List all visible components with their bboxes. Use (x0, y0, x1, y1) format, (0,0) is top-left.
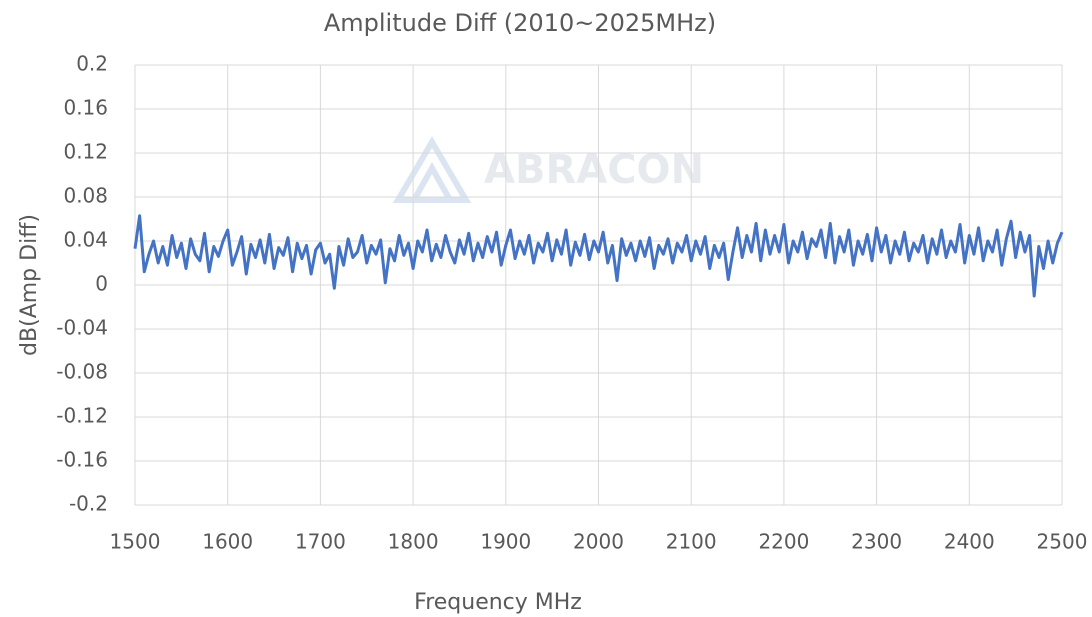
watermark: ABRACON (392, 136, 704, 203)
x-axis-label: Frequency MHz (414, 590, 582, 615)
x-tick-label: 2200 (758, 530, 809, 554)
x-tick-label: 1800 (388, 530, 439, 554)
y-tick-label: -0.04 (56, 316, 108, 340)
y-tick-label: 0.12 (63, 140, 108, 164)
y-tick-label: 0.16 (63, 96, 108, 120)
x-tick-label: 1600 (202, 530, 253, 554)
y-axis-label: dB(Amp Diff) (17, 214, 42, 356)
x-tick-label: 2500 (1037, 530, 1088, 554)
y-tick-label: 0.2 (76, 52, 108, 76)
x-tick-label: 1500 (110, 530, 161, 554)
y-tick-label: 0.04 (63, 228, 108, 252)
y-tick-label: 0.08 (63, 184, 108, 208)
y-tick-label: -0.08 (56, 360, 108, 384)
x-tick-label: 1900 (480, 530, 531, 554)
y-tick-label: 0 (95, 272, 108, 296)
chart-title: Amplitude Diff (2010~2025MHz) (324, 9, 716, 37)
x-tick-label: 1700 (295, 530, 346, 554)
data-line (133, 214, 1064, 298)
watermark-text: ABRACON (484, 147, 704, 193)
x-tick-label: 2400 (944, 530, 995, 554)
x-tick-label: 2100 (666, 530, 717, 554)
y-tick-label: -0.12 (56, 404, 108, 428)
watermark-logo (392, 136, 472, 203)
y-tick-label: -0.2 (69, 492, 108, 516)
y-tick-label: -0.16 (56, 448, 108, 472)
x-tick-label: 2300 (851, 530, 902, 554)
x-tick-label: 2000 (573, 530, 624, 554)
